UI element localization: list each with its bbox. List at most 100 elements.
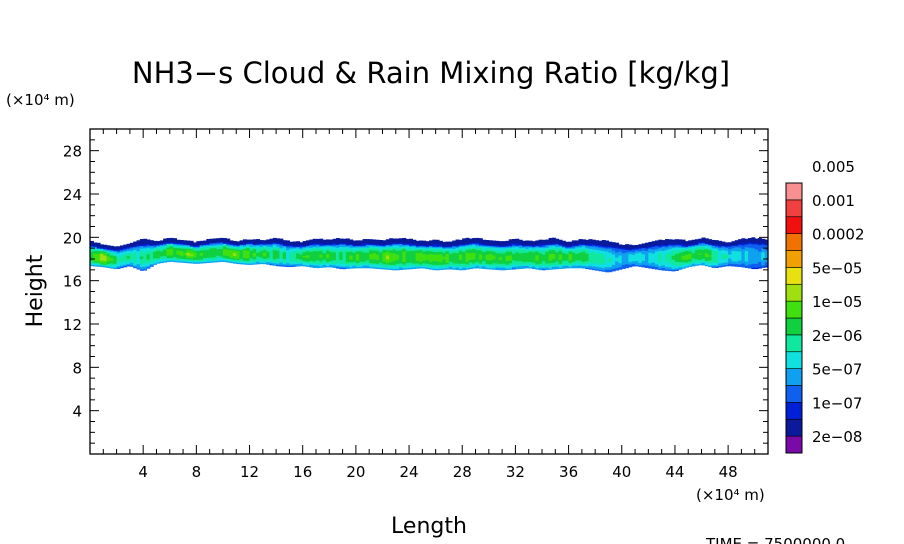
heatmap-cell	[502, 248, 507, 251]
heatmap-cell	[568, 245, 573, 248]
heatmap-cell	[754, 245, 759, 247]
heatmap-cell	[535, 244, 540, 247]
heatmap-cell	[518, 265, 523, 268]
heatmap-cell	[146, 260, 151, 263]
heatmap-cell	[90, 261, 94, 264]
heatmap-cell	[139, 250, 144, 253]
heatmap-cell	[379, 249, 384, 252]
heatmap-cell	[279, 238, 284, 241]
heatmap-cell	[764, 248, 768, 251]
heatmap-cell	[704, 240, 709, 243]
heatmap-cell	[711, 246, 716, 249]
heatmap-cell	[246, 248, 251, 251]
heatmap-cell	[578, 252, 583, 254]
heatmap-cell	[163, 259, 168, 262]
heatmap-cell	[668, 267, 673, 270]
heatmap-cell	[758, 244, 762, 247]
heatmap-cell	[701, 255, 706, 258]
heatmap-cell	[704, 246, 709, 249]
heatmap-cell	[641, 264, 646, 267]
heatmap-cell	[99, 253, 104, 256]
heatmap-cell	[166, 248, 171, 251]
heatmap-cell	[319, 260, 324, 263]
heatmap-cell	[355, 261, 360, 264]
heatmap-cell	[638, 255, 643, 258]
heatmap-cell	[668, 251, 673, 253]
heatmap-cell	[671, 268, 676, 271]
heatmap-cell	[448, 241, 453, 244]
heatmap-cell	[764, 252, 768, 255]
heatmap-cell	[565, 258, 570, 261]
heatmap-cell	[106, 264, 111, 267]
heatmap-cell	[342, 259, 347, 262]
heatmap-cell	[515, 262, 520, 265]
heatmap-cell	[359, 245, 364, 248]
heatmap-cell	[412, 246, 417, 249]
heatmap-cell	[262, 240, 267, 243]
heatmap-cell	[412, 252, 417, 255]
heatmap-cell	[199, 248, 204, 251]
heatmap-cell	[568, 263, 573, 266]
heatmap-cell	[658, 265, 663, 268]
heatmap-cell	[512, 261, 517, 263]
heatmap-cell	[711, 264, 716, 267]
heatmap-cell	[548, 266, 553, 269]
heatmap-cell	[242, 256, 247, 259]
heatmap-cell	[462, 246, 467, 249]
heatmap-cell	[744, 238, 749, 241]
heatmap-cell	[568, 252, 573, 254]
heatmap-cell	[375, 246, 380, 249]
heatmap-cell	[236, 255, 241, 258]
heatmap-cell	[242, 244, 247, 247]
heatmap-cell	[429, 253, 433, 256]
heatmap-cell	[462, 251, 467, 254]
heatmap-cell	[691, 254, 696, 256]
heatmap-cell	[472, 240, 477, 243]
heatmap-cell	[488, 249, 493, 252]
heatmap-cell	[415, 266, 420, 269]
heatmap-cell	[512, 251, 517, 254]
heatmap-cell	[116, 257, 121, 260]
heatmap-cell	[468, 259, 473, 262]
heatmap-cell	[591, 256, 596, 259]
heatmap-cell	[286, 258, 291, 261]
heatmap-cell	[109, 257, 114, 260]
heatmap-cell	[389, 260, 394, 263]
heatmap-cell	[688, 246, 693, 249]
heatmap-cell	[252, 258, 257, 261]
heatmap-cell	[156, 246, 161, 249]
heatmap-cell	[206, 241, 211, 244]
heatmap-cell	[266, 247, 271, 250]
heatmap-cell	[502, 241, 507, 243]
heatmap-cell	[492, 254, 497, 257]
heatmap-cell	[166, 243, 171, 246]
heatmap-cell	[133, 253, 138, 256]
heatmap-cell	[316, 264, 320, 267]
heatmap-cell	[186, 240, 191, 243]
heatmap-cell	[232, 244, 237, 247]
heatmap-cell	[143, 249, 148, 252]
heatmap-cell	[595, 250, 600, 253]
heatmap-cell	[173, 238, 178, 241]
heatmap-cell	[645, 246, 649, 249]
heatmap-cell	[249, 260, 254, 263]
heatmap-cell	[485, 256, 490, 259]
heatmap-cell	[296, 256, 300, 259]
heatmap-cell	[385, 267, 390, 270]
heatmap-cell	[246, 257, 251, 260]
heatmap-cell	[528, 252, 533, 255]
heatmap-cell	[365, 255, 370, 258]
heatmap-cell	[196, 246, 201, 249]
heatmap-cell	[176, 248, 181, 251]
heatmap-cell	[246, 255, 251, 258]
heatmap-cell	[508, 243, 513, 246]
heatmap-cell	[282, 264, 287, 267]
heatmap-cell	[286, 243, 291, 245]
heatmap-cell	[575, 252, 580, 254]
heatmap-cell	[445, 261, 450, 263]
heatmap-cell	[631, 256, 636, 259]
heatmap-cell	[249, 243, 254, 246]
heatmap-cell	[266, 248, 271, 251]
heatmap-cell	[655, 240, 659, 243]
heatmap-cell	[661, 245, 666, 248]
